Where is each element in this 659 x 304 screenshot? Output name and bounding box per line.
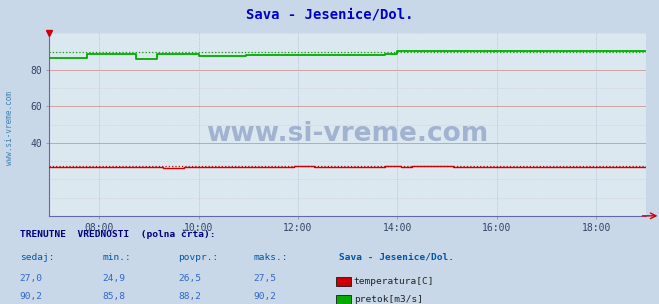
Text: pretok[m3/s]: pretok[m3/s] bbox=[354, 295, 423, 304]
Text: temperatura[C]: temperatura[C] bbox=[354, 277, 434, 286]
Text: maks.:: maks.: bbox=[254, 253, 288, 262]
Text: sedaj:: sedaj: bbox=[20, 253, 54, 262]
Text: 24,9: 24,9 bbox=[102, 274, 125, 283]
Text: Sava - Jesenice/Dol.: Sava - Jesenice/Dol. bbox=[339, 253, 455, 262]
Text: 27,5: 27,5 bbox=[254, 274, 277, 283]
Text: 90,2: 90,2 bbox=[254, 292, 277, 302]
Text: 85,8: 85,8 bbox=[102, 292, 125, 302]
Text: www.si-vreme.com: www.si-vreme.com bbox=[5, 91, 14, 165]
Text: Sava - Jesenice/Dol.: Sava - Jesenice/Dol. bbox=[246, 8, 413, 22]
Text: 90,2: 90,2 bbox=[20, 292, 43, 302]
Text: 26,5: 26,5 bbox=[178, 274, 201, 283]
Text: 27,0: 27,0 bbox=[20, 274, 43, 283]
Text: min.:: min.: bbox=[102, 253, 131, 262]
Text: povpr.:: povpr.: bbox=[178, 253, 218, 262]
Text: 88,2: 88,2 bbox=[178, 292, 201, 302]
Text: TRENUTNE  VREDNOSTI  (polna črta):: TRENUTNE VREDNOSTI (polna črta): bbox=[20, 230, 215, 239]
Text: www.si-vreme.com: www.si-vreme.com bbox=[206, 121, 489, 147]
